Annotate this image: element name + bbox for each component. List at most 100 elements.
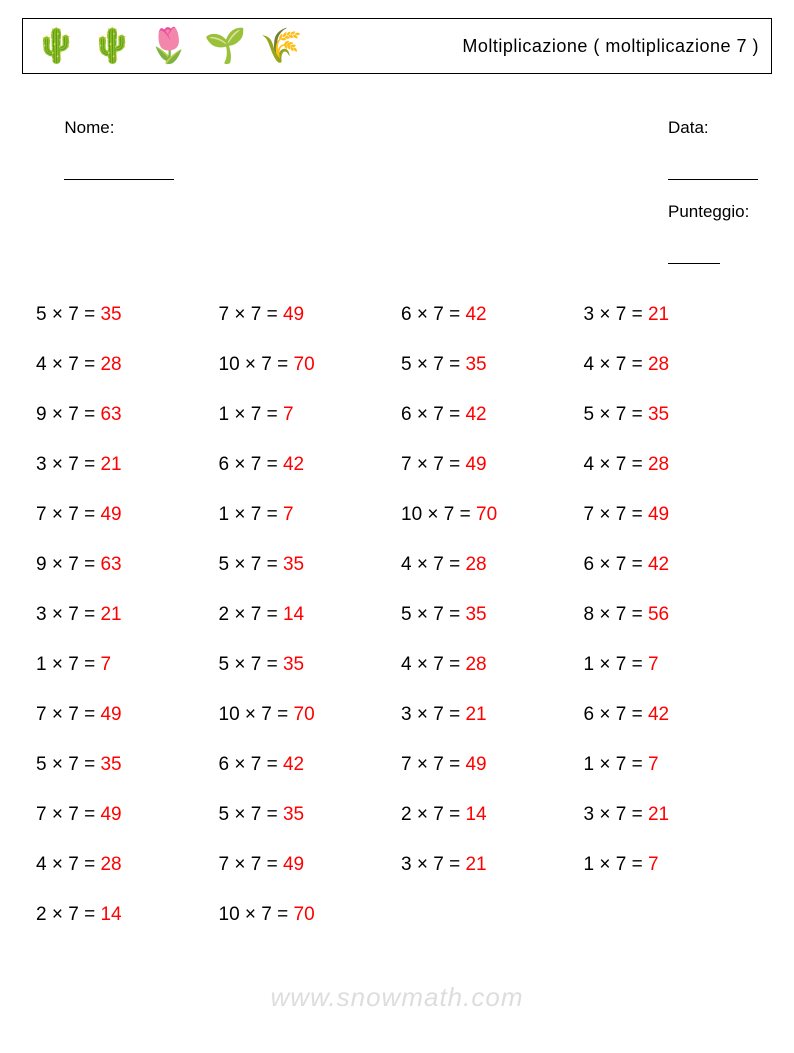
problem-answer: 70 <box>294 354 315 375</box>
meta-right-group: Data: Punteggio: <box>640 98 758 286</box>
plant-icon: 🌵 <box>91 29 133 63</box>
problem-expression: 4 × 7 = <box>584 354 648 375</box>
problem-answer: 28 <box>648 354 669 375</box>
watermark: www.snowmath.com <box>0 982 794 1013</box>
problem-expression: 5 × 7 = <box>219 804 283 825</box>
problem-answer: 35 <box>100 754 121 775</box>
problem-cell <box>401 904 576 926</box>
problem-answer: 35 <box>100 304 121 325</box>
problem-cell: 3 × 7 = 21 <box>401 854 576 876</box>
problem-answer: 42 <box>283 454 304 475</box>
problem-cell: 6 × 7 = 42 <box>219 454 394 476</box>
problem-answer: 7 <box>648 854 659 875</box>
problem-answer: 49 <box>100 504 121 525</box>
problem-cell: 10 × 7 = 70 <box>219 904 394 926</box>
problem-answer: 63 <box>100 554 121 575</box>
problem-cell: 5 × 7 = 35 <box>401 604 576 626</box>
problem-expression: 6 × 7 = <box>401 404 465 425</box>
problem-expression: 2 × 7 = <box>401 804 465 825</box>
problem-expression: 4 × 7 = <box>584 454 648 475</box>
problem-answer: 21 <box>100 604 121 625</box>
worksheet-title: Moltiplicazione ( moltiplicazione 7 ) <box>462 36 759 57</box>
problem-cell <box>584 904 759 926</box>
problem-answer: 35 <box>648 404 669 425</box>
problem-answer: 49 <box>100 804 121 825</box>
problem-expression: 7 × 7 = <box>36 804 100 825</box>
problem-answer: 21 <box>648 804 669 825</box>
meta-row: Nome: Data: Punteggio: <box>36 98 758 286</box>
problem-answer: 7 <box>283 504 294 525</box>
problem-answer: 28 <box>100 354 121 375</box>
problem-expression: 7 × 7 = <box>401 754 465 775</box>
problem-cell: 5 × 7 = 35 <box>584 404 759 426</box>
problem-cell: 5 × 7 = 35 <box>219 654 394 676</box>
problem-expression: 5 × 7 = <box>401 604 465 625</box>
problem-cell: 1 × 7 = 7 <box>584 654 759 676</box>
problem-cell: 3 × 7 = 21 <box>584 804 759 826</box>
problem-expression: 7 × 7 = <box>219 304 283 325</box>
problem-cell: 5 × 7 = 35 <box>401 354 576 376</box>
problem-cell: 5 × 7 = 35 <box>36 304 211 326</box>
problem-answer: 42 <box>465 304 486 325</box>
problem-cell: 9 × 7 = 63 <box>36 404 211 426</box>
problem-expression: 8 × 7 = <box>584 604 648 625</box>
problem-cell: 10 × 7 = 70 <box>401 504 576 526</box>
problem-expression: 4 × 7 = <box>36 854 100 875</box>
problem-expression: 3 × 7 = <box>584 304 648 325</box>
problem-expression: 10 × 7 = <box>401 504 476 525</box>
problem-cell: 2 × 7 = 14 <box>36 904 211 926</box>
problem-cell: 4 × 7 = 28 <box>401 654 576 676</box>
problem-expression: 6 × 7 = <box>584 704 648 725</box>
problem-expression: 10 × 7 = <box>219 704 294 725</box>
problem-cell: 3 × 7 = 21 <box>401 704 576 726</box>
plant-icon: 🌾 <box>260 29 302 63</box>
score-blank <box>668 245 720 264</box>
problem-cell: 3 × 7 = 21 <box>584 304 759 326</box>
problem-answer: 42 <box>648 704 669 725</box>
problem-answer: 70 <box>294 904 315 925</box>
problem-cell: 9 × 7 = 63 <box>36 554 211 576</box>
problem-expression: 7 × 7 = <box>401 454 465 475</box>
problem-expression: 1 × 7 = <box>36 654 100 675</box>
problem-answer: 35 <box>283 804 304 825</box>
problem-answer: 42 <box>465 404 486 425</box>
plant-icon: 🌵 <box>35 29 77 63</box>
problem-expression: 5 × 7 = <box>219 554 283 575</box>
problem-cell: 7 × 7 = 49 <box>36 504 211 526</box>
name-label: Nome: <box>64 118 114 137</box>
problem-expression: 1 × 7 = <box>219 504 283 525</box>
problem-expression: 1 × 7 = <box>584 754 648 775</box>
problem-expression: 5 × 7 = <box>584 404 648 425</box>
date-label: Data: <box>668 118 709 137</box>
problem-answer: 49 <box>283 854 304 875</box>
problem-cell: 3 × 7 = 21 <box>36 604 211 626</box>
problem-answer: 49 <box>465 454 486 475</box>
problem-cell: 7 × 7 = 49 <box>36 804 211 826</box>
problem-expression: 1 × 7 = <box>584 854 648 875</box>
problem-answer: 7 <box>648 754 659 775</box>
problem-cell: 8 × 7 = 56 <box>584 604 759 626</box>
problem-answer: 28 <box>100 854 121 875</box>
problem-cell: 10 × 7 = 70 <box>219 354 394 376</box>
problem-expression: 9 × 7 = <box>36 554 100 575</box>
problem-cell: 7 × 7 = 49 <box>36 704 211 726</box>
problem-cell: 6 × 7 = 42 <box>401 304 576 326</box>
problem-answer: 7 <box>648 654 659 675</box>
problem-answer: 21 <box>465 704 486 725</box>
problem-expression: 10 × 7 = <box>219 904 294 925</box>
problem-answer: 21 <box>465 854 486 875</box>
problem-cell: 5 × 7 = 35 <box>219 554 394 576</box>
problem-cell: 1 × 7 = 7 <box>219 404 394 426</box>
problem-expression: 3 × 7 = <box>401 854 465 875</box>
problem-cell: 2 × 7 = 14 <box>219 604 394 626</box>
problem-expression: 3 × 7 = <box>401 704 465 725</box>
problem-answer: 35 <box>465 604 486 625</box>
problem-answer: 28 <box>648 454 669 475</box>
problem-expression: 4 × 7 = <box>401 554 465 575</box>
problem-answer: 35 <box>283 654 304 675</box>
problem-answer: 21 <box>648 304 669 325</box>
name-blank <box>64 161 174 180</box>
plant-icon: 🌷 <box>148 29 190 63</box>
problem-expression: 1 × 7 = <box>584 654 648 675</box>
problem-expression: 2 × 7 = <box>36 904 100 925</box>
